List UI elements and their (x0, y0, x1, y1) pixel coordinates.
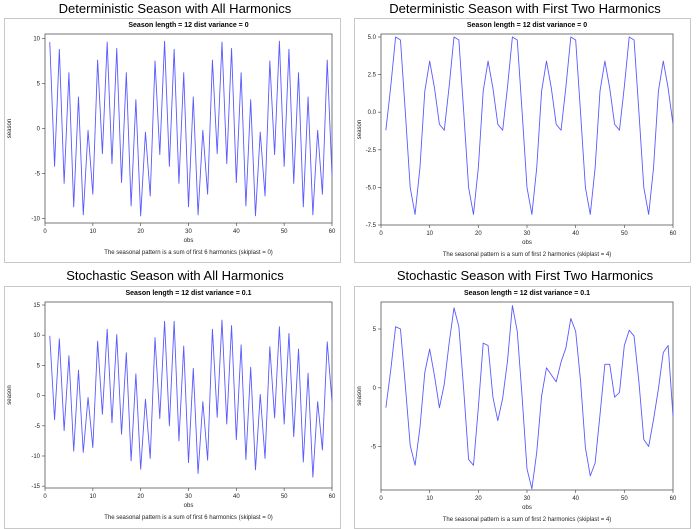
y-tick-label: 0.0 (368, 110, 377, 116)
series-line (385, 305, 674, 490)
x-tick-label: 50 (281, 494, 288, 500)
chart-footnote: The seasonal pattern is a sum of first 6… (104, 250, 273, 256)
chart-title: Deterministic Season with All Harmonics (58, 1, 292, 16)
x-axis-label: obs (522, 505, 532, 511)
y-tick-label: 0 (37, 394, 41, 400)
series-line (49, 40, 333, 217)
x-tick-label: 50 (281, 229, 288, 235)
chart-svg: Season length = 12 dist variance = 0 0 10 2… (357, 22, 677, 258)
y-tick-label: 0 (37, 127, 41, 133)
y-tick-label: 0 (373, 386, 377, 392)
chart-svg: Season length = 12 dist variance = 0 0 10 2… (7, 22, 336, 256)
y-tick-label: 5 (373, 327, 377, 333)
x-tick-label: 50 (621, 231, 628, 237)
series-line (49, 319, 333, 478)
chart-svg: Season length = 12 dist variance = 0.1 0 1… (7, 290, 336, 521)
x-tick-label: 10 (426, 231, 433, 237)
chart-subtitle: Season length = 12 dist variance = 0 (128, 22, 248, 29)
x-axis-label: obs (522, 240, 532, 246)
y-tick-label: 5.0 (368, 35, 377, 41)
y-tick-label: -2.5 (366, 148, 377, 154)
x-tick-label: 10 (426, 496, 433, 502)
chart-footnote: The seasonal pattern is a sum of first 2… (443, 517, 612, 523)
x-tick-label: 40 (572, 231, 579, 237)
y-tick-label: -5 (35, 172, 41, 178)
y-axis-label: season (357, 120, 363, 139)
x-tick-label: 40 (233, 494, 240, 500)
x-tick-label: 60 (329, 229, 336, 235)
y-tick-label: 15 (33, 303, 40, 309)
y-tick-label: -10 (31, 217, 40, 223)
x-tick-label: 30 (185, 229, 192, 235)
x-tick-label: 0 (43, 229, 47, 235)
y-tick-label: 5 (37, 363, 41, 369)
y-axis-label: season (7, 385, 13, 404)
chart-frame (354, 18, 691, 263)
x-axis-label: obs (184, 503, 194, 509)
y-tick-label: 5 (37, 82, 41, 88)
x-tick-label: 20 (475, 231, 482, 237)
series-line (385, 36, 674, 215)
chart-footnote: The seasonal pattern is a sum of first 6… (104, 515, 273, 521)
chart-title: Stochastic Season with All Harmonics (66, 268, 284, 283)
x-tick-label: 30 (185, 494, 192, 500)
x-tick-label: 60 (670, 231, 677, 237)
y-tick-label: -10 (31, 454, 40, 460)
panel-bottom-right: Stochastic Season with First Two Harmoni… (350, 264, 700, 529)
x-tick-label: 10 (89, 494, 96, 500)
chart-subtitle: Season length = 12 dist variance = 0.1 (464, 290, 590, 297)
x-tick-label: 0 (379, 496, 383, 502)
y-axis-label: season (357, 386, 363, 405)
y-tick-label: -7.5 (366, 223, 377, 229)
x-tick-label: 10 (89, 229, 96, 235)
chart-title: Stochastic Season with First Two Harmoni… (396, 268, 654, 283)
x-tick-label: 20 (137, 229, 144, 235)
y-axis-label: season (7, 119, 13, 138)
y-tick-label: -5 (35, 424, 41, 430)
y-tick-label: 2.5 (368, 73, 377, 79)
y-tick-label: -15 (31, 484, 40, 490)
panel-bottom-left: Stochastic Season with All Harmonics Sea… (0, 264, 350, 529)
x-tick-label: 30 (524, 496, 531, 502)
y-tick-label: 10 (33, 37, 40, 43)
chart-subtitle: Season length = 12 dist variance = 0 (467, 22, 587, 29)
x-tick-label: 0 (379, 231, 383, 237)
y-tick-label: 10 (33, 333, 40, 339)
chart-svg: Season length = 12 dist variance = 0.1 0 1… (357, 290, 677, 523)
x-tick-label: 30 (524, 231, 531, 237)
chart-subtitle: Season length = 12 dist variance = 0.1 (125, 290, 251, 297)
x-tick-label: 20 (475, 496, 482, 502)
panel-top-left: Deterministic Season with All Harmonics … (0, 0, 350, 264)
y-tick-label: -5 (371, 445, 377, 451)
chart-footnote: The seasonal pattern is a sum of first 2… (443, 252, 612, 258)
x-tick-label: 40 (233, 229, 240, 235)
chart-title: Deterministic Season with First Two Harm… (389, 1, 661, 16)
plot-area (380, 33, 674, 226)
panel-top-right: Deterministic Season with First Two Harm… (350, 0, 700, 264)
x-tick-label: 60 (670, 496, 677, 502)
x-tick-label: 20 (137, 494, 144, 500)
y-tick-label: -5.0 (366, 185, 377, 191)
x-tick-label: 40 (572, 496, 579, 502)
x-tick-label: 60 (329, 494, 336, 500)
x-tick-label: 50 (621, 496, 628, 502)
x-axis-label: obs (184, 238, 194, 244)
x-tick-label: 0 (43, 494, 47, 500)
